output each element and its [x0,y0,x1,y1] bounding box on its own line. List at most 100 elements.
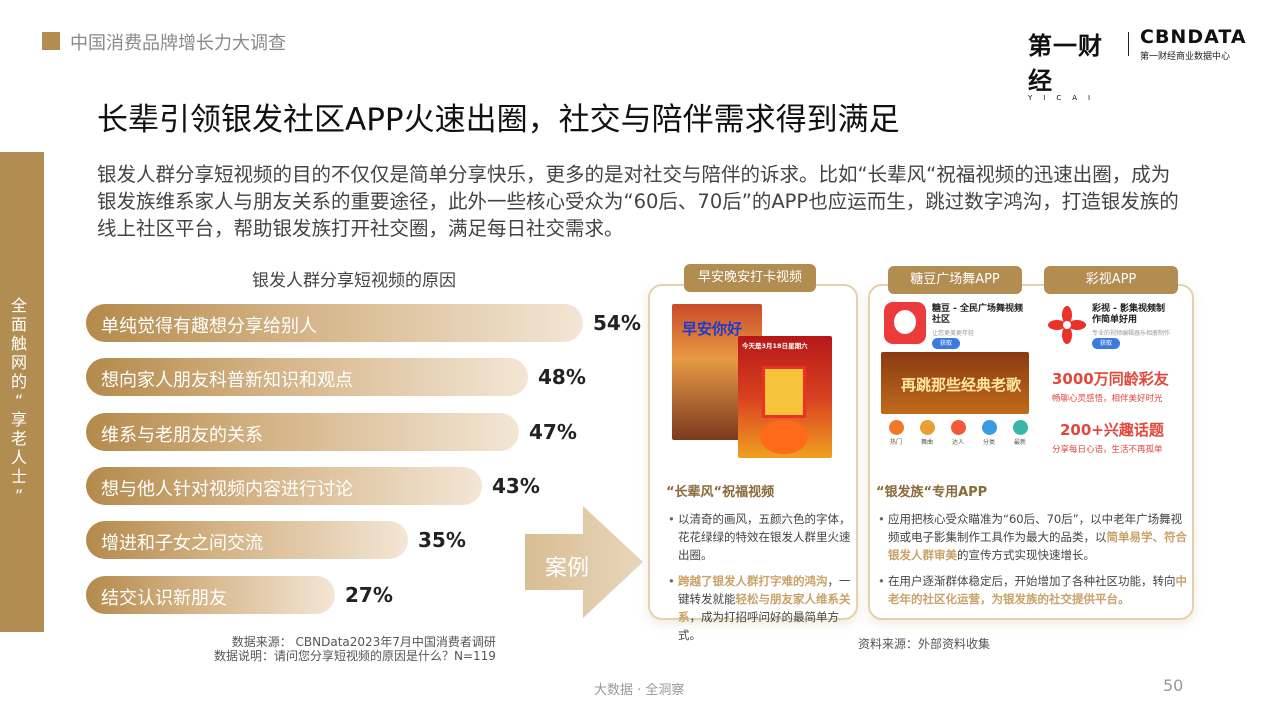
caishi-get-button[interactable]: 获取 [1092,338,1120,349]
nav-circle-icon [1012,420,1028,435]
bar-category-label: 结交认识新朋友 [101,587,227,609]
side-label: 全面触网的 “享老人士” [10,296,27,505]
card-tab-tangdou: 糖豆广场舞APP [888,266,1022,294]
card2-bullet-1: 应用把核心受众瞄准为“60后、70后”，以中老年广场舞视频或电子影集制作工具作为… [878,510,1190,564]
caishi-app-name: 彩视 - 影集视频制作简单好用 [1092,304,1166,325]
card2-b1-end: 的宣传方式实现快速增长。 [957,548,1095,562]
nav-label: 最新 [1013,439,1026,446]
yicai-logo: 第一财经 YICAI [1028,26,1120,102]
card2-b2-pre: 在用户逐渐群体稳定后，开始增加了各种社区功能，转向 [888,574,1176,588]
intro-paragraph: 银发人群分享短视频的目的不仅仅是简单分享快乐，更多的是对社交与陪伴的诉求。比如“… [97,163,1179,240]
bar: 想向家人朋友科普新知识和观点 [86,358,528,397]
section-label: 中国消费品牌增长力大调查 [70,33,286,54]
tangdou-banner: 再跳那些经典老歌 [881,352,1029,414]
caishi-promo-2: 200+兴趣话题 [1060,421,1164,439]
page-title: 长辈引领银发社区APP火速出圈，社交与陪伴需求得到满足 [97,102,900,138]
card2-b1-hl: 简单易学、符合银发人群审美 [888,530,1187,562]
bar: 维系与老朋友的关系 [86,412,519,451]
tangdou-nav-item[interactable]: 分类 [977,420,1001,446]
bar: 想与他人针对视频内容进行讨论 [86,466,482,505]
bar-value-label: 54% [593,311,641,335]
chart-footnote: 数据来源： CBNData2023年7月中国消费者调研 数据说明：请问您分享短视… [214,635,496,663]
bar-row: 想向家人朋友科普新知识和观点 48% [86,358,656,398]
bar-row: 结交认识新朋友 27% [86,575,656,616]
bar-chart: 单纯觉得有趣想分享给别人 54% 想向家人朋友科普新知识和观点 48% 维系与老朋友的关… [86,296,656,626]
bar-category-label: 想与他人针对视频内容进行讨论 [101,478,353,500]
caishi-promo-2-sub: 分享每日心语，生活不再孤单 [1052,445,1163,455]
tangdou-app-name: 糖豆 - 全民广场舞视频社区 [932,304,1024,325]
chart-title: 银发人群分享短视频的原因 [252,271,456,291]
bar-row: 单纯觉得有趣想分享给别人 54% [86,304,656,344]
bar-row: 增进和子女之间交流 35% [86,521,656,561]
yicai-logo-en: YICAI [1028,94,1102,102]
card1-hl-2: 轻松与朋友家人维系关系 [678,592,851,624]
cbndata-logo-cn: 第一财经商业数据中心 [1140,52,1231,62]
card-tab-video: 早安晚安打卡视频 [684,264,816,292]
caishi-app-icon [1046,304,1088,346]
card2-bullet-2: 在用户逐渐群体稳定后，开始增加了各种社区功能，转向中老年的社区化运营，为银发族的… [878,572,1190,608]
bar-value-label: 43% [492,473,540,498]
nav-label: 热门 [889,439,902,446]
thumb1-text: 早安你好 [682,320,743,338]
nav-circle-icon [919,420,935,435]
caishi-promo-1-sub: 畅聊心灵感悟，相伴美好时光 [1052,394,1163,404]
tangdou-get-button[interactable]: 获取 [932,338,960,349]
source-right: 资料来源：外部资料收集 [858,637,991,651]
card2-bullets: 应用把核心受众瞄准为“60后、70后”，以中老年广场舞视频或电子影集制作工具作为… [878,510,1190,616]
page-number: 50 [1163,676,1184,695]
banner-text: 再跳那些经典老歌 [901,376,1022,394]
bar-category-label: 想向家人朋友科普新知识和观点 [101,370,353,392]
bar-category-label: 增进和子女之间交流 [101,533,263,555]
card1-bullet-1: 以清奇的画风，五颜六色的字体，花花绿绿的特效在银发人群里火速出圈。 [668,510,852,564]
cbndata-logo: CBNDATA 第一财经商业数据中心 [1140,26,1250,62]
caishi-promo-1: 3000万同龄彩友 [1052,370,1169,388]
logo-divider [1128,32,1129,56]
cbndata-logo-en: CBNDATA [1140,26,1247,48]
bar-row: 想与他人针对视频内容进行讨论 43% [86,466,656,507]
card1-bullets: 以清奇的画风，五颜六色的字体，花花绿绿的特效在银发人群里火速出圈。 跨越了银发人… [668,510,852,652]
bar-value-label: 47% [529,419,577,444]
flower-icon [760,420,808,454]
bar-row: 维系与老朋友的关系 47% [86,412,656,453]
tangdou-nav: 热门 舞曲 达人 分类 最新 [884,420,1028,450]
bar-category-label: 单纯觉得有趣想分享给别人 [101,316,317,337]
yicai-logo-cn: 第一财经 [1028,32,1103,95]
case-label: 案例 [545,556,590,581]
tangdou-nav-item[interactable]: 热门 [884,420,908,446]
tangdou-nav-item[interactable]: 达人 [946,420,970,446]
tangdou-app-icon [884,302,926,344]
nav-label: 达人 [951,439,964,446]
data-note: 数据说明：请问您分享短视频的原因是什么？N=119 [214,649,496,663]
footer-tagline: 大数据 · 全洞察 [594,683,685,698]
card2-b2-hl: 中老年的社区化运营，为银发族的社交提供平台。 [888,574,1187,606]
bar: 单纯觉得有趣想分享给别人 [86,304,583,342]
tangdou-nav-item[interactable]: 舞曲 [915,420,939,446]
thumb2-text: 今天是3月18日星期六 [742,342,808,350]
card2-heading: “银发族“专用APP [876,485,988,500]
card1-heading: “长辈风“祝福视频 [666,485,775,500]
bar: 增进和子女之间交流 [86,521,408,560]
greeting-thumb-2: 今天是3月18日星期六 [738,336,832,458]
card1-hl-1: 跨越了银发人群打字难的鸿沟 [678,574,828,588]
caishi-flower-icon [1048,306,1086,344]
nav-circle-icon [888,420,904,435]
bar-value-label: 35% [418,528,466,553]
nav-circle-icon [950,420,966,435]
bar-value-label: 48% [538,365,586,390]
nav-label: 舞曲 [920,439,933,446]
tangdou-app-sub: 让您更美更年轻 [932,330,975,337]
bar-category-label: 维系与老朋友的关系 [101,424,263,446]
bar-value-label: 27% [345,582,393,607]
card1-mid: ，一键转发就能 [678,574,851,606]
gift-icon [762,366,806,418]
case-arrow-icon [525,506,643,618]
card1-bullet-2: 跨越了银发人群打字难的鸿沟，一键转发就能轻松与朋友家人维系关系，成为打招呼问好的… [668,572,852,644]
card2-b1-pre: 应用把核心受众瞄准为“60后、70后”，以中老年广场舞视频或电子影集制作工具作为… [888,512,1183,544]
nav-label: 分类 [982,439,995,446]
bar: 结交认识新朋友 [86,575,335,614]
side-strip [0,152,44,632]
data-source: 数据来源： CBNData2023年7月中国消费者调研 [231,635,496,649]
card1-end: ，成为打招呼问好的最简单方式。 [678,610,839,642]
caishi-app-sub: 专业的视频编辑器乐相册制作 [1092,330,1171,337]
tangdou-nav-item[interactable]: 最新 [1008,420,1032,446]
